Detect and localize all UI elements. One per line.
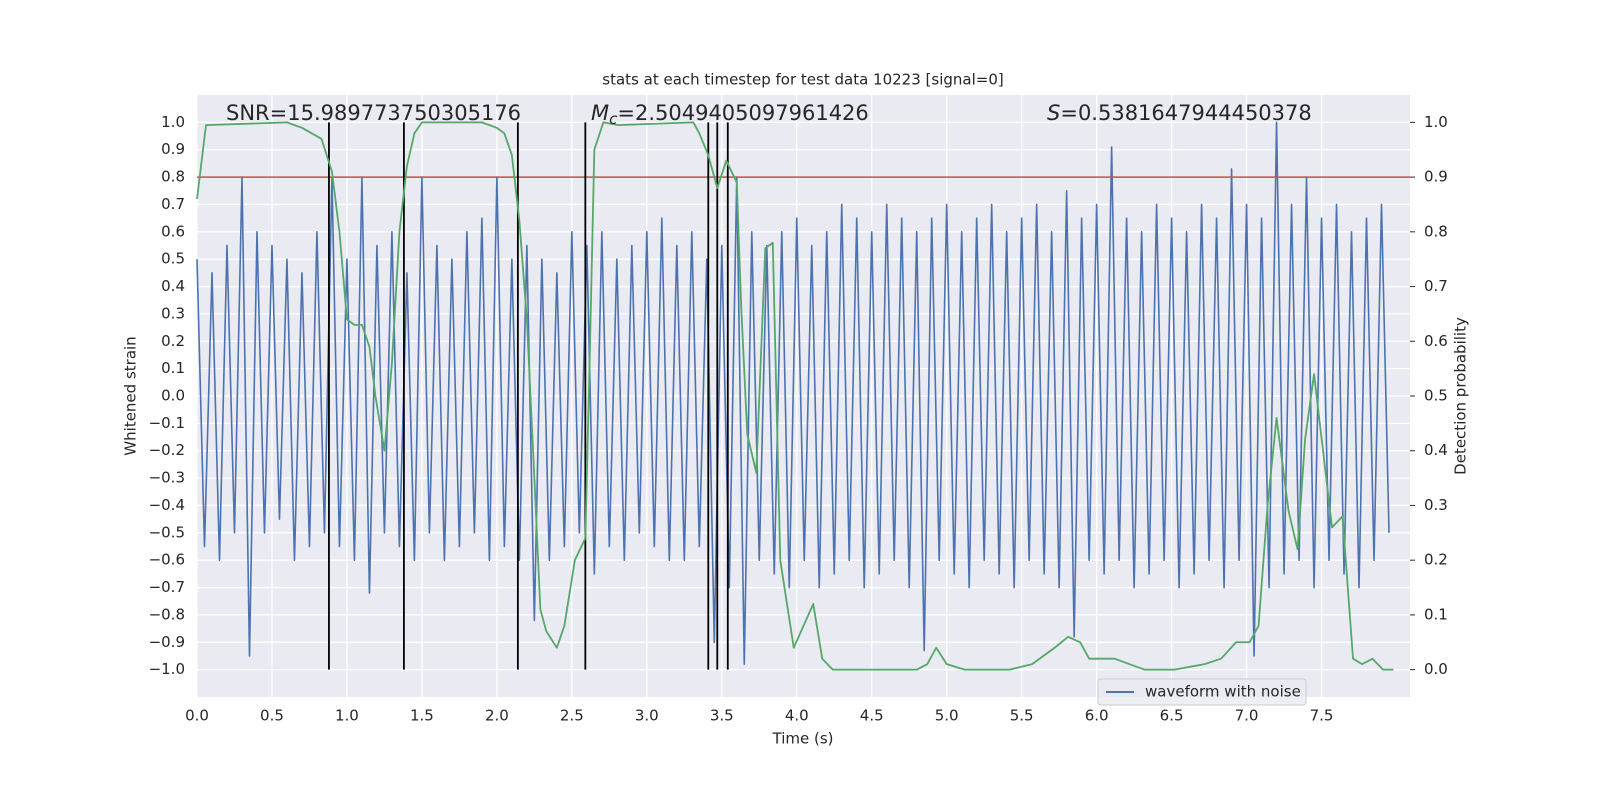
y-tick-label: −0.6 — [149, 551, 185, 569]
y-tick-label: 0.6 — [161, 222, 185, 240]
y-tick-label: −0.9 — [149, 633, 185, 651]
x-tick-label: 0.5 — [260, 707, 284, 725]
annotation-text: SNR=15.989773750305176 — [226, 101, 521, 125]
x-tick-label: 1.0 — [335, 707, 359, 725]
y-tick-label: 0.4 — [161, 277, 185, 295]
x-tick-label: 7.5 — [1310, 707, 1334, 725]
legend-box — [1097, 678, 1307, 706]
grid — [196, 95, 1410, 697]
annotation-text: =2.5049405097961426 — [617, 101, 868, 125]
y-axis-label: Whitened strain — [122, 336, 140, 455]
y2-tick-label: 0.7 — [1424, 277, 1448, 295]
y-tick-label: −0.2 — [149, 441, 185, 459]
x-tick-label: 0.0 — [185, 707, 209, 725]
x-tick-label: 2.5 — [560, 707, 584, 725]
y2-tick-label: 0.6 — [1424, 332, 1448, 350]
x-tick-label: 4.5 — [860, 707, 884, 725]
legend-label: waveform with noise — [1145, 683, 1301, 701]
annotation-subscript: c — [609, 110, 618, 128]
y-tick-label: −0.5 — [149, 523, 185, 541]
y-tick-label: −1.0 — [149, 660, 185, 678]
y2-tick-label: 0.2 — [1424, 551, 1448, 569]
x-tick-label: 7.0 — [1235, 707, 1259, 725]
y-tick-label: 0.1 — [161, 359, 185, 377]
y-tick-label: 0.0 — [161, 387, 185, 405]
x-axis-label: Time (s) — [772, 730, 834, 748]
y-tick-label: −0.4 — [149, 496, 185, 514]
x-tick-label: 2.0 — [485, 707, 509, 725]
y-tick-label: 0.9 — [161, 140, 185, 158]
y-tick-label: −0.7 — [149, 578, 185, 596]
y2-tick-label: 0.5 — [1424, 387, 1448, 405]
x-tick-label: 1.5 — [410, 707, 434, 725]
waveform-line — [196, 121, 1390, 665]
y2-tick-label: 0.3 — [1424, 496, 1448, 514]
annotation-symbol: M — [591, 101, 609, 125]
annotation-symbol: S — [1047, 101, 1060, 125]
y2-tick-label: 0.1 — [1424, 605, 1448, 623]
x-tick-label: 6.5 — [1160, 707, 1184, 725]
y-tick-label: −0.8 — [149, 605, 185, 623]
x-tick-label: 3.5 — [710, 707, 734, 725]
y-tick-label: 0.5 — [161, 250, 185, 268]
y2-tick-label: 0.8 — [1424, 222, 1448, 240]
y-tick-label: 0.2 — [161, 332, 185, 350]
y-tick-label: 0.8 — [161, 168, 185, 186]
annotation: Mc=2.5049405097961426 — [591, 101, 869, 128]
x-tick-label: 4.0 — [785, 707, 809, 725]
x-tick-label: 3.0 — [635, 707, 659, 725]
y-tick-label: 1.0 — [161, 113, 185, 131]
y-tick-label: 0.7 — [161, 195, 185, 213]
chart-title: stats at each timestep for test data 102… — [602, 71, 1003, 89]
probability-line — [196, 121, 1394, 671]
x-tick-label: 5.0 — [935, 707, 959, 725]
x-tick-label: 6.0 — [1085, 707, 1109, 725]
annotation-text: =0.5381647944450378 — [1060, 101, 1311, 125]
y2-tick-label: 0.4 — [1424, 441, 1448, 459]
annotation: SNR=15.989773750305176 — [226, 101, 521, 125]
y2-axis-label: Detection probability — [1452, 317, 1470, 475]
x-tick-label: 5.5 — [1010, 707, 1034, 725]
y-tick-label: 0.3 — [161, 304, 185, 322]
annotation: S=0.5381647944450378 — [1047, 101, 1312, 125]
y-tick-label: −0.3 — [149, 469, 185, 487]
y-tick-label: −0.1 — [149, 414, 185, 432]
y2-tick-label: 1.0 — [1424, 113, 1448, 131]
y2-tick-label: 0.9 — [1424, 168, 1448, 186]
y2-tick-label: 0.0 — [1424, 660, 1448, 678]
